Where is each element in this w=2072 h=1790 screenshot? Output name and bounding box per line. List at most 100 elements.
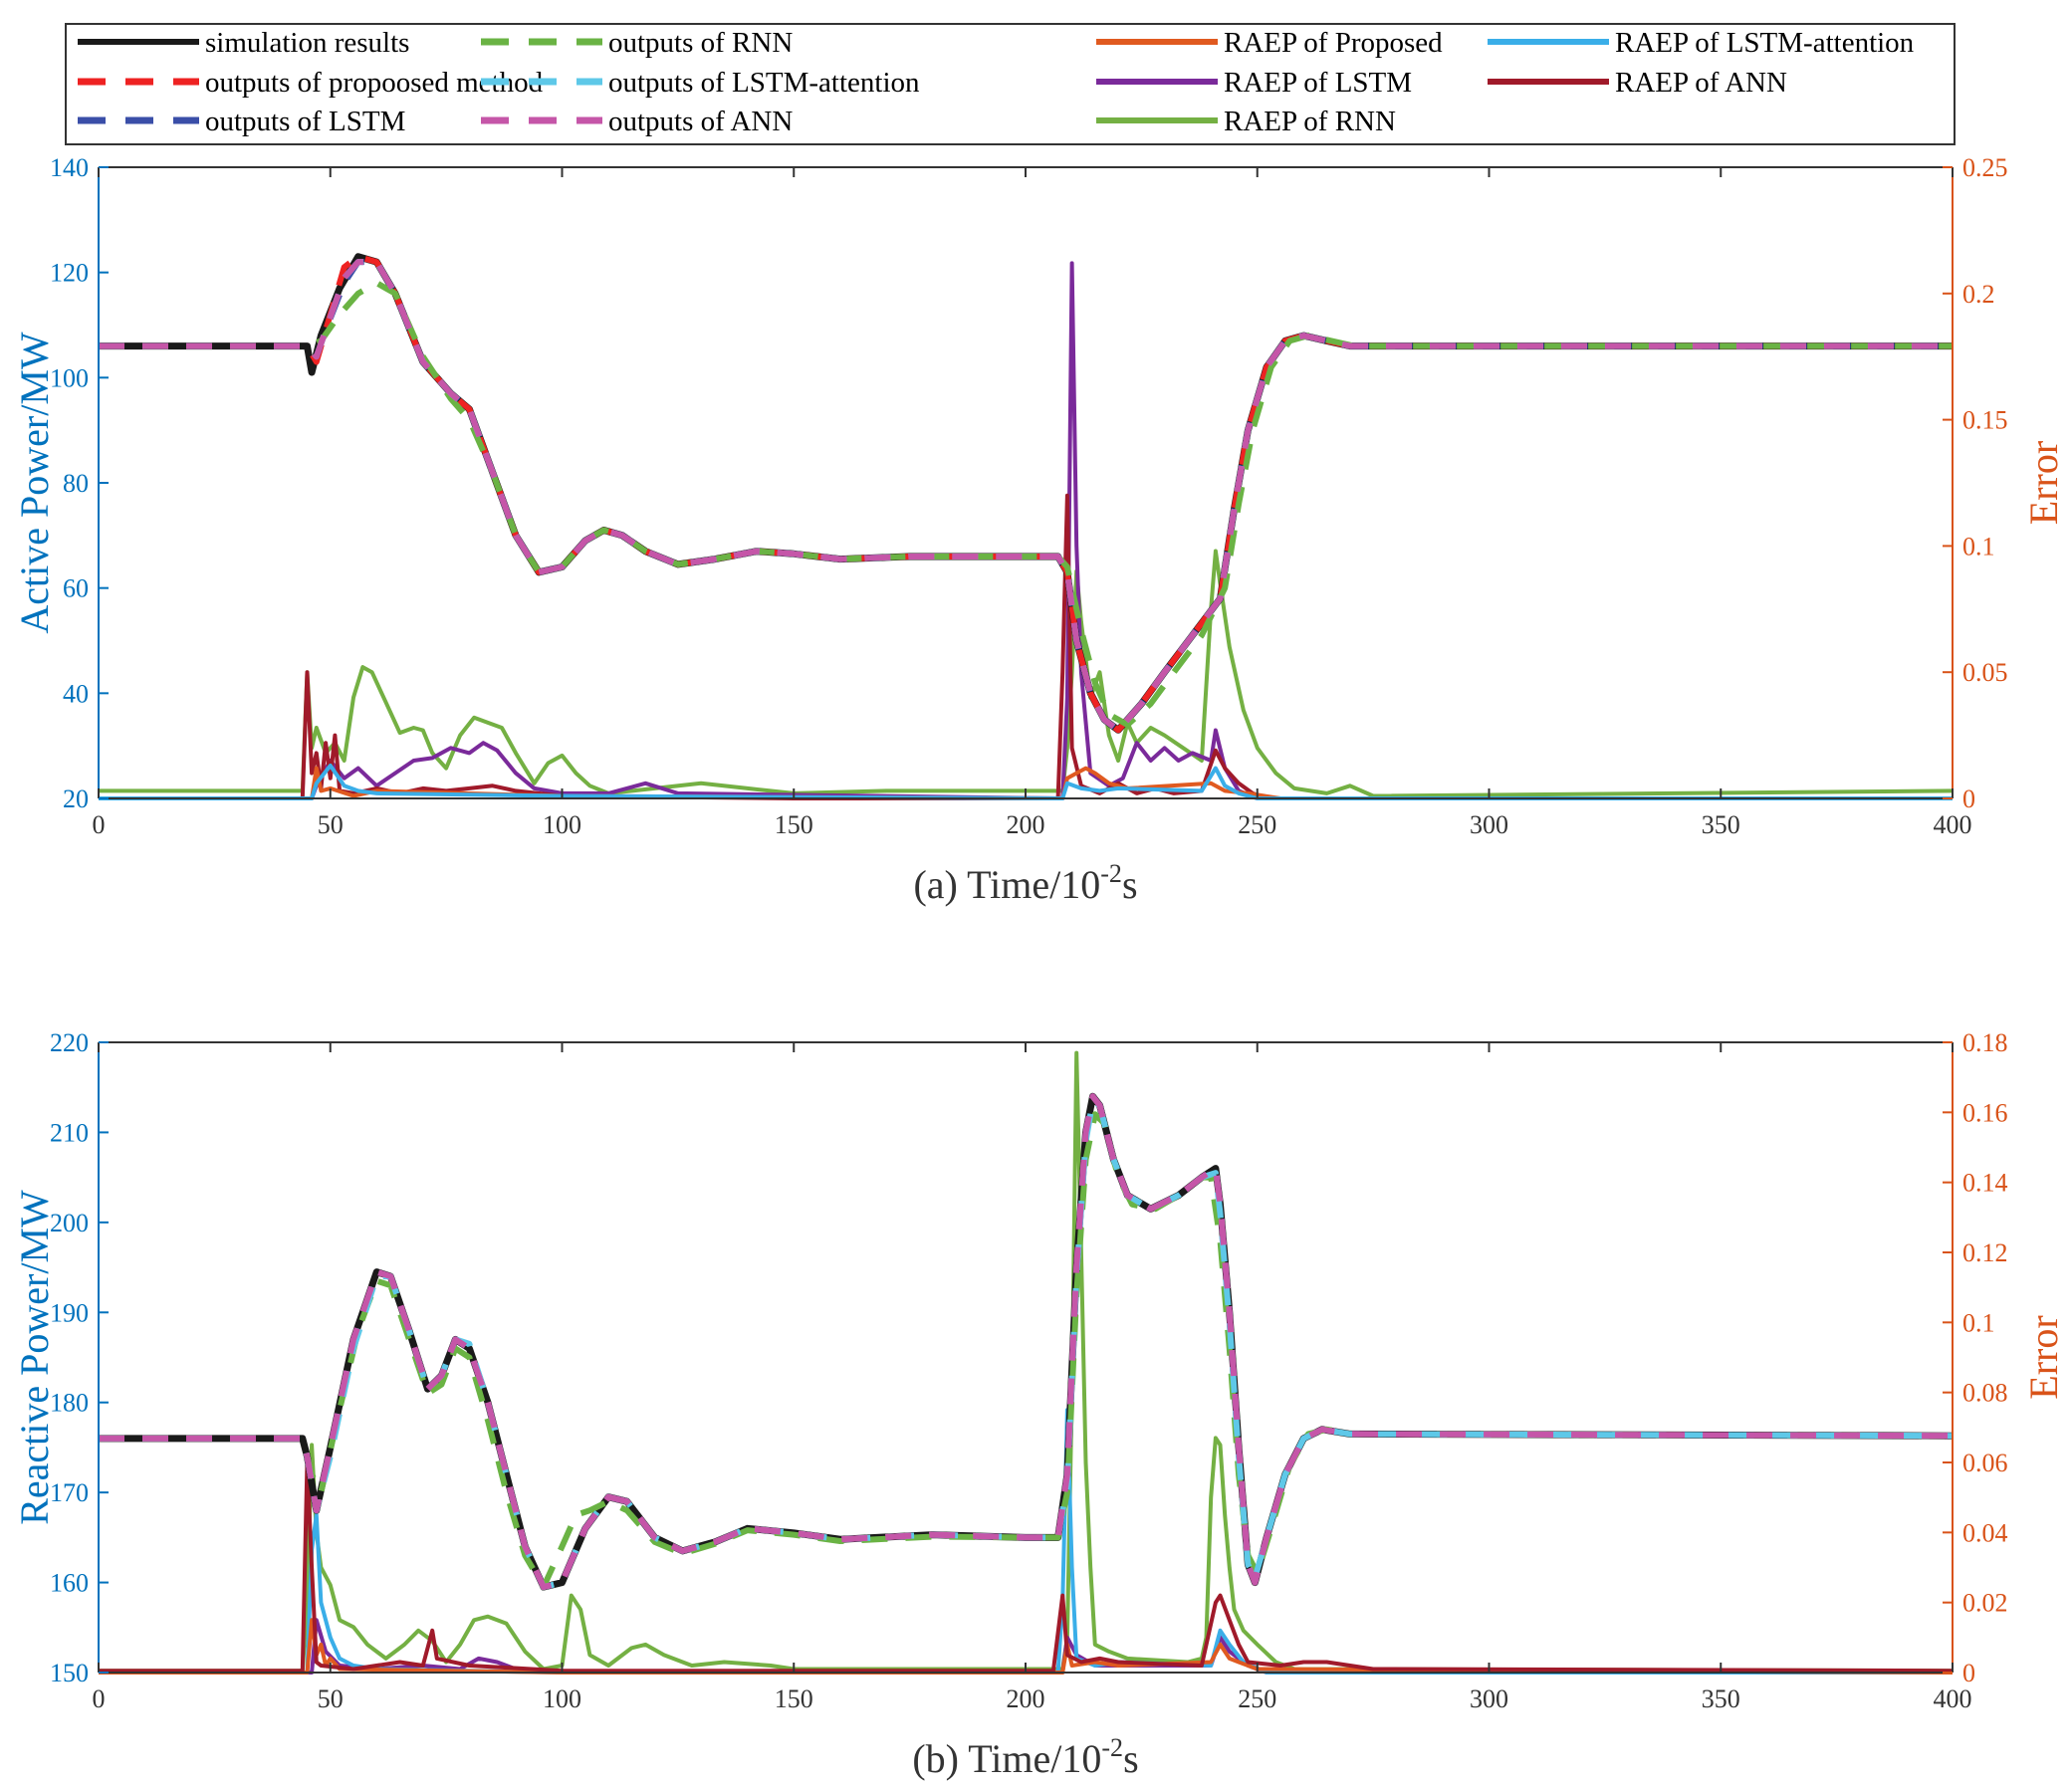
x-tick-label: 300 [1470,810,1508,839]
power-series-group [99,1092,1953,1591]
x-tick-label: 50 [318,1684,344,1713]
y-axis-right-label: Error [2021,1315,2066,1399]
y-tick-right-label: 0.04 [1962,1518,2008,1547]
legend-item-raep-of-lstm-attention: RAEP of LSTM-attention [1488,27,1915,59]
legend-item-raep-of-lstm: RAEP of LSTM [1096,67,1412,99]
y-tick-label: 170 [50,1478,89,1507]
legend-item-outputs-of-lstm: outputs of LSTM [78,106,405,137]
panel-b-reactive-power: 0 50 100 150 200 250 300 350 400 150 160 170 180 190 2… [12,1028,2066,1781]
y-tick-label: 140 [50,153,89,182]
legend-item-outputs-of-rnn: outputs of RNN [481,27,793,59]
legend-item-outputs-of-lstm-attention: outputs of LSTM-attention [481,67,920,99]
x-tick-label: 100 [543,1684,581,1713]
series-outputs-of-rnn [99,1111,1953,1591]
y-tick-label: 150 [50,1659,89,1687]
y-tick-label: 80 [63,469,89,498]
series-raep-of-rnn [99,549,1953,798]
series-outputs-of-ann [99,1093,1953,1591]
y-tick-right-label: 0.02 [1962,1589,2008,1618]
y-tick-right-label: 0 [1962,1659,1975,1687]
x-tick-label: 150 [775,810,813,839]
x-tick-label: 200 [1007,810,1045,839]
x-tick-label: 400 [1934,810,1972,839]
series-raep-of-proposed [99,766,1953,800]
series-outputs-of-lstm-attention [99,259,1953,734]
legend-label: outputs of ANN [608,106,793,137]
x-tick-label: 50 [318,810,344,839]
x-tick-label: 0 [93,1684,106,1713]
y-tick-right-label: 0.1 [1962,532,1995,560]
y-axis-label: Reactive Power/MW [12,1190,57,1525]
y-tick-right-label: 0.2 [1962,280,1995,309]
x-axis-label-suffix: s [1123,1736,1139,1781]
x-axis-label: (a) Time/10-2s [913,859,1137,907]
x-tick-label: 400 [1934,1684,1972,1713]
x-axis-label-suffix: s [1122,862,1138,907]
series-simulation-results [99,253,1953,734]
legend-box [65,23,1956,145]
series-raep-of-rnn [99,1050,1953,1674]
y-tick-right-label: 0.16 [1962,1098,2008,1127]
y-tick-label: 200 [50,1209,89,1237]
panel-a-active-power: 0 50 100 150 200 250 300 350 400 20 40 60 80 100 120 14… [12,153,2066,907]
legend-label: RAEP of LSTM [1224,67,1412,99]
y-tick-label: 20 [63,784,89,813]
y-tick-label: 160 [50,1569,89,1598]
series-outputs-of-lstm-attention [99,1097,1953,1591]
legend-label: outputs of RNN [608,27,793,59]
legend-item-raep-of-ann: RAEP of ANN [1488,67,1787,99]
legend-label: RAEP of Proposed [1224,27,1443,59]
y-tick-right-label: 0.06 [1962,1449,2008,1477]
legend-label: RAEP of ANN [1615,67,1787,99]
y-tick-label: 180 [50,1389,89,1418]
series-simulation-results [99,1092,1953,1591]
legend-item-outputs-of-ann: outputs of ANN [481,106,793,137]
series-raep-of-ann [99,493,1953,800]
legend-item-simulation-results: simulation results [78,27,409,59]
x-axis-label-sup: -2 [1100,859,1122,888]
series-raep-of-lstm-attention [99,764,1953,800]
y-tick-right-label: 0.18 [1962,1028,2008,1057]
x-axis-label-prefix: (a) Time/10 [913,862,1100,907]
y-tick-label: 210 [50,1118,89,1147]
y-tick-label: 120 [50,259,89,288]
x-tick-label: 100 [543,810,581,839]
x-tick-label: 250 [1238,810,1276,839]
series-outputs-of-propoosed-method [99,1093,1953,1591]
y-tick-label: 40 [63,679,89,708]
error-series-group [99,1050,1953,1675]
x-tick-label: 200 [1007,1684,1045,1713]
legend-label: RAEP of LSTM-attention [1615,27,1915,59]
series-outputs-of-lstm [99,1093,1953,1591]
legend-label: outputs of LSTM [205,106,405,137]
x-axis-label: (b) Time/10-2s [912,1733,1138,1781]
y-tick-right-label: 0 [1962,784,1975,813]
x-tick-label: 300 [1470,1684,1508,1713]
y-tick-label: 60 [63,574,89,603]
x-tick-label: 0 [93,810,106,839]
x-axis-label-prefix: (b) Time/10 [912,1736,1101,1781]
x-tick-label: 250 [1238,1684,1276,1713]
power-series-group [99,253,1953,734]
x-axis-label-sup: -2 [1101,1733,1123,1762]
series-raep-of-ann [99,1460,1953,1674]
y-tick-label: 100 [50,363,89,392]
legend-label: simulation results [205,27,409,59]
y-axis-label: Active Power/MW [12,332,57,634]
x-tick-label: 350 [1702,810,1740,839]
x-tick-label: 150 [775,1684,813,1713]
legend-label: outputs of LSTM-attention [608,67,920,99]
y-tick-right-label: 0.12 [1962,1238,2008,1267]
legend-item-raep-of-rnn: RAEP of RNN [1096,106,1396,137]
legend-label: RAEP of RNN [1224,106,1396,137]
series-raep-of-lstm-attention [99,1408,1953,1675]
legend-item-raep-of-proposed: RAEP of Proposed [1096,27,1443,59]
y-tick-right-label: 0.05 [1962,658,2008,687]
series-outputs-of-ann [99,259,1953,734]
x-tick-label: 350 [1702,1684,1740,1713]
y-tick-label: 220 [50,1028,89,1057]
y-tick-right-label: 0.25 [1962,153,2008,182]
y-tick-right-label: 0.14 [1962,1169,2008,1198]
